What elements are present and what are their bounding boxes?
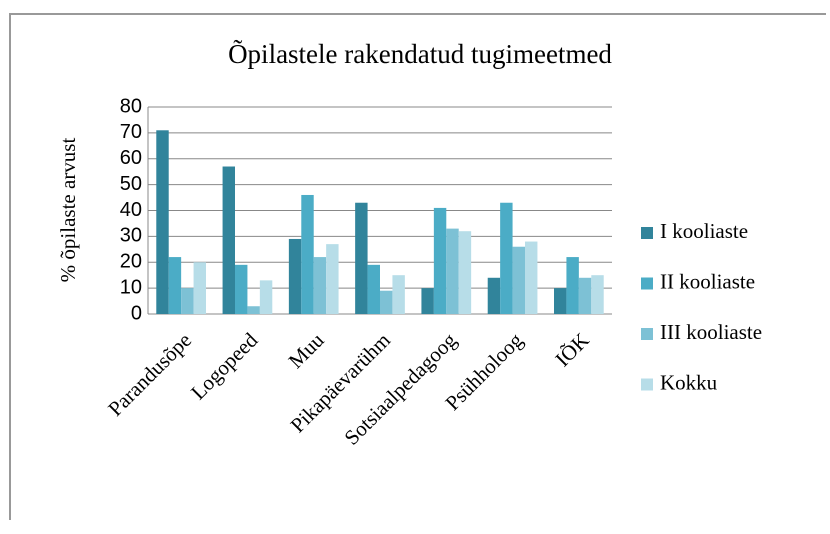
bar xyxy=(591,275,604,314)
bar xyxy=(222,166,235,314)
bar xyxy=(355,202,368,314)
bar xyxy=(433,207,447,314)
y-tick-label: 30 xyxy=(120,225,142,247)
y-tick-label: 70 xyxy=(120,121,142,143)
chart-title: Õpilastele rakendatud tugimeetmed xyxy=(228,39,612,69)
bar xyxy=(392,275,405,314)
y-tick-label: 40 xyxy=(120,199,142,221)
bar xyxy=(512,246,525,314)
bar xyxy=(259,280,273,314)
legend-swatch xyxy=(641,378,653,391)
bar xyxy=(525,241,538,314)
y-axis-label: % õpilaste arvust xyxy=(56,138,80,283)
frame xyxy=(9,13,826,520)
legend-swatch xyxy=(641,227,653,239)
bar xyxy=(301,194,314,314)
bar xyxy=(313,257,327,314)
legend-swatch xyxy=(641,328,653,340)
x-tick-label: Parandusõpe xyxy=(103,328,196,421)
bar xyxy=(578,277,592,314)
bar xyxy=(247,306,260,314)
y-tick-label: 20 xyxy=(120,251,142,273)
y-tick-label: 80 xyxy=(120,95,142,117)
legend-swatch xyxy=(641,277,653,290)
legend-label: Kokku xyxy=(660,370,718,394)
y-tick-label: 50 xyxy=(120,173,142,195)
y-tick-label: 10 xyxy=(120,276,142,298)
x-tick-label: IÕK xyxy=(550,328,593,371)
bar xyxy=(446,228,459,314)
bar xyxy=(500,202,513,314)
x-tick-label: Muu xyxy=(284,328,329,373)
x-tick-label: Logopeed xyxy=(186,328,263,405)
legend-label: II kooliaste xyxy=(660,269,755,293)
y-tick-label: 0 xyxy=(131,302,142,324)
bar xyxy=(487,277,501,314)
bar xyxy=(156,130,169,314)
bar xyxy=(288,238,302,314)
legend-label: III kooliaste xyxy=(660,320,762,344)
bar xyxy=(566,257,579,314)
bar xyxy=(193,262,206,314)
bar xyxy=(554,288,567,314)
legend-label: I kooliaste xyxy=(660,219,748,243)
x-tick-label: Sotsiaalpedagoog xyxy=(340,328,462,450)
bar xyxy=(235,264,248,314)
bar xyxy=(421,288,434,314)
bar xyxy=(367,264,380,314)
bar xyxy=(380,290,393,314)
bar xyxy=(181,288,194,314)
bar xyxy=(458,231,472,314)
bar xyxy=(168,257,182,314)
bar xyxy=(326,244,339,314)
y-tick-label: 60 xyxy=(120,147,142,169)
